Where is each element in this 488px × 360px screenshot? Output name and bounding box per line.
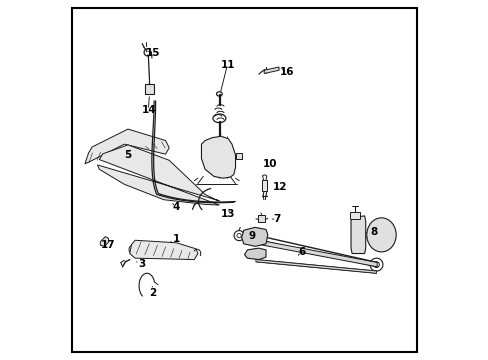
Polygon shape bbox=[85, 129, 169, 164]
Polygon shape bbox=[350, 216, 365, 253]
Text: 15: 15 bbox=[145, 48, 160, 58]
Bar bbox=[235, 153, 242, 159]
Text: 2: 2 bbox=[149, 288, 156, 298]
Text: 6: 6 bbox=[298, 247, 305, 257]
Polygon shape bbox=[244, 237, 376, 267]
Text: 9: 9 bbox=[247, 231, 255, 240]
Text: 8: 8 bbox=[369, 227, 376, 237]
Polygon shape bbox=[241, 227, 267, 246]
Text: 10: 10 bbox=[262, 159, 276, 169]
Polygon shape bbox=[129, 240, 198, 260]
Bar bbox=[258, 215, 265, 222]
Text: 1: 1 bbox=[172, 234, 180, 244]
Text: 12: 12 bbox=[273, 182, 287, 192]
Text: 3: 3 bbox=[139, 259, 145, 269]
Text: 7: 7 bbox=[272, 215, 280, 224]
Text: 5: 5 bbox=[124, 150, 131, 160]
Ellipse shape bbox=[366, 218, 395, 252]
Polygon shape bbox=[244, 248, 265, 260]
Text: 14: 14 bbox=[142, 105, 157, 115]
Polygon shape bbox=[201, 136, 235, 178]
Bar bbox=[349, 212, 360, 220]
Polygon shape bbox=[255, 260, 376, 273]
Bar bbox=[144, 84, 154, 94]
Polygon shape bbox=[100, 237, 109, 246]
Text: 17: 17 bbox=[101, 239, 115, 249]
Polygon shape bbox=[97, 145, 219, 205]
Bar bbox=[261, 180, 267, 192]
Polygon shape bbox=[264, 67, 278, 73]
Text: 13: 13 bbox=[221, 209, 235, 219]
Text: 4: 4 bbox=[172, 202, 180, 212]
Text: 11: 11 bbox=[221, 60, 235, 70]
Text: 16: 16 bbox=[280, 67, 294, 77]
